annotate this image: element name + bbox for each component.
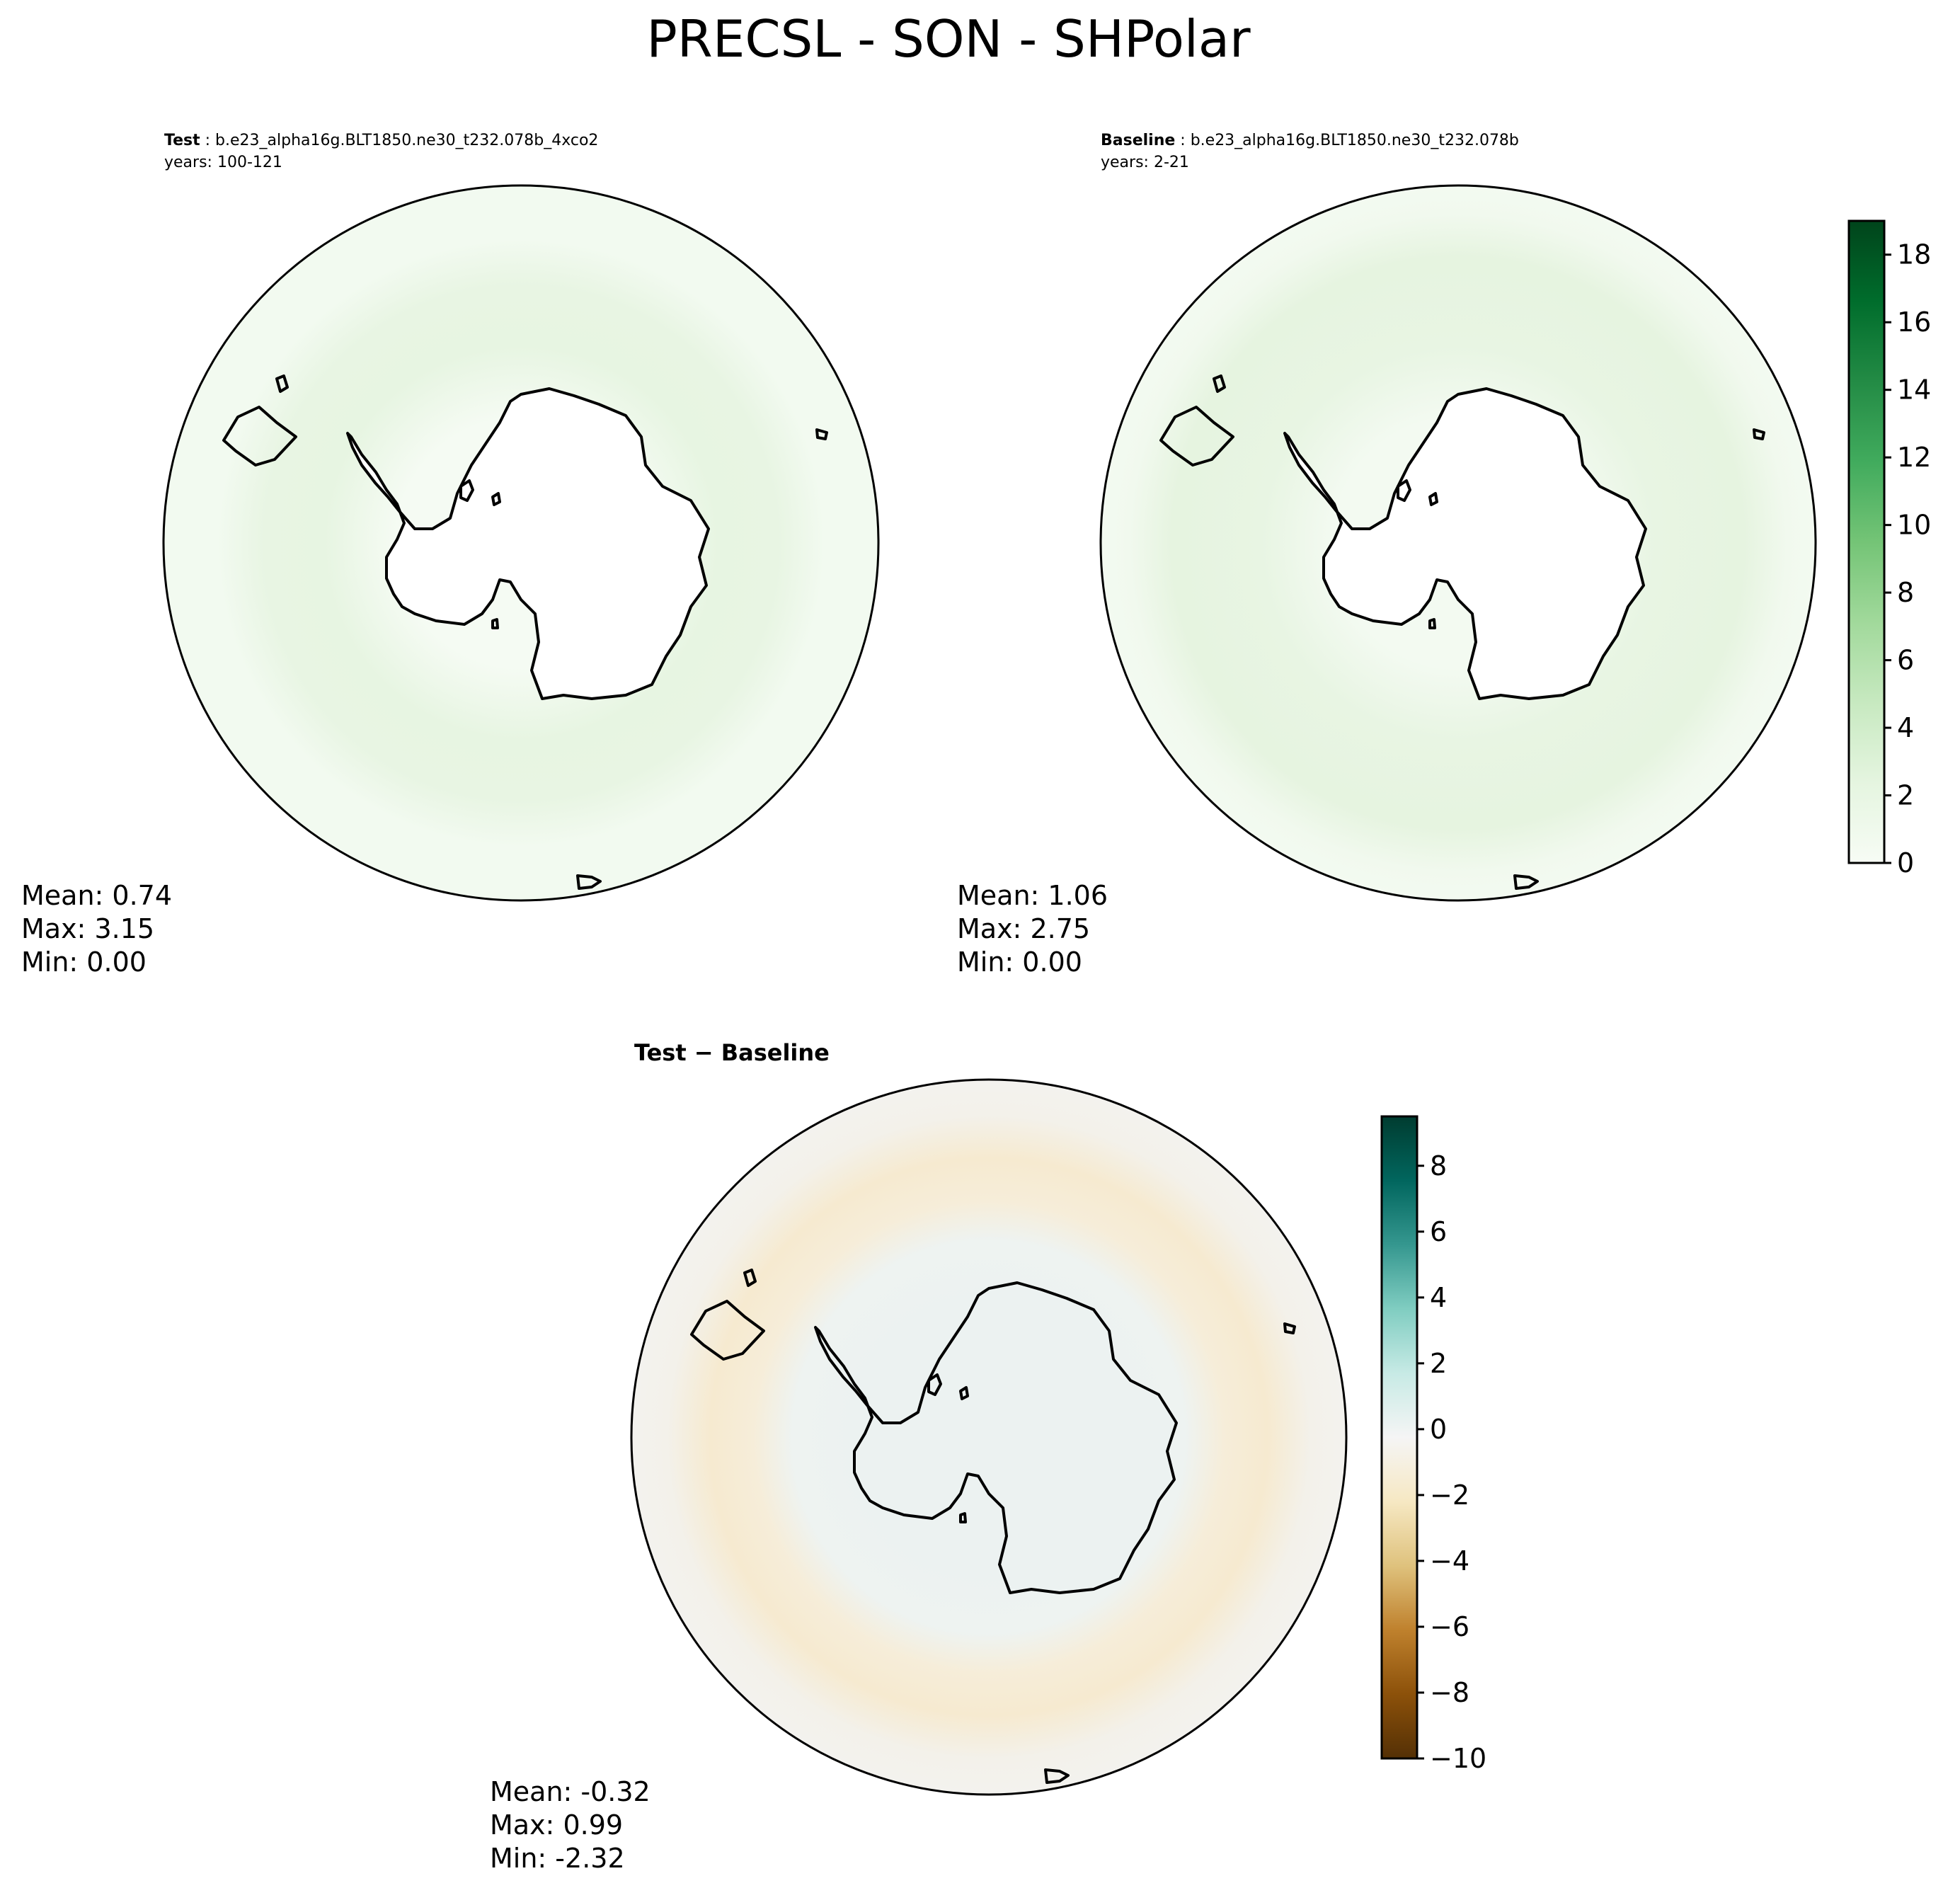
- panel-diff-mean: Mean: -0.32: [490, 1776, 651, 1807]
- colorbar-difference-tick-label: 0: [1430, 1414, 1447, 1445]
- panel-test-label: Test : b.e23_alpha16g.BLT1850.ne30_t232.…: [164, 132, 598, 149]
- panel-baseline-label-bold: Baseline: [1101, 132, 1175, 149]
- colorbar-absolute-tick-label: 8: [1897, 577, 1914, 608]
- panel-test-max: Max: 3.15: [21, 913, 154, 944]
- panel-test-mean: Mean: 0.74: [21, 880, 172, 911]
- panel-baseline-min: Min: 0.00: [957, 946, 1082, 978]
- map-diff-boundary: [630, 1078, 1348, 1796]
- colorbar-difference-tick-label: −6: [1430, 1611, 1469, 1642]
- colorbar-absolute-tick-label: 2: [1897, 780, 1914, 811]
- panel-test-label-bold: Test: [164, 132, 200, 149]
- panel-baseline-mean: Mean: 1.06: [957, 880, 1108, 911]
- map-test: [162, 184, 880, 902]
- panel-test: Test : b.e23_alpha16g.BLT1850.ne30_t232.…: [21, 132, 880, 978]
- colorbar-absolute-tick-label: 12: [1897, 442, 1931, 473]
- panel-diff-min: Min: -2.32: [490, 1843, 625, 1874]
- colorbar-difference-tick-label: 6: [1430, 1216, 1447, 1247]
- panel-diff: Test − Baseline Mean: -0.32 Max: 0.99 Mi…: [490, 1039, 1348, 1874]
- colorbar-difference-bar: [1380, 1115, 1419, 1760]
- colorbar-absolute-ticks: 0 2 4 6 8 10 12 14 16 18: [1884, 239, 1931, 879]
- colorbar-absolute-tick-label: 6: [1897, 645, 1914, 676]
- map-baseline-boundary: [1099, 184, 1817, 902]
- colorbar-difference: −10 −8 −6 −4 −2 0 2 4 6 8: [1380, 1115, 1486, 1774]
- colorbar-absolute-bar: [1847, 219, 1886, 864]
- colorbar-absolute-tick-label: 14: [1897, 374, 1931, 406]
- colorbar-difference-tick-label: 4: [1430, 1282, 1447, 1313]
- panel-test-years: years: 100-121: [164, 154, 282, 171]
- panel-baseline: Baseline : b.e23_alpha16g.BLT1850.ne30_t…: [957, 132, 1817, 978]
- colorbar-absolute-tick-label: 16: [1897, 307, 1931, 338]
- figure-title: PRECSL - SON - SHPolar: [646, 9, 1251, 69]
- colorbar-absolute-tick-label: 0: [1897, 847, 1914, 879]
- colorbar-absolute-tick-label: 4: [1897, 712, 1914, 743]
- colorbar-absolute: 0 2 4 6 8 10 12 14 16 18: [1847, 219, 1931, 879]
- panel-diff-max: Max: 0.99: [490, 1809, 623, 1841]
- colorbar-difference-tick-label: −10: [1430, 1743, 1486, 1774]
- colorbar-difference-tick-label: −4: [1430, 1545, 1469, 1577]
- colorbar-difference-tick-label: −2: [1430, 1480, 1469, 1511]
- panel-baseline-years: years: 2-21: [1101, 154, 1189, 171]
- colorbar-difference-tick-label: −8: [1430, 1677, 1469, 1708]
- map-test-boundary: [162, 184, 880, 902]
- panel-test-min: Min: 0.00: [21, 946, 147, 978]
- colorbar-difference-tick-label: 8: [1430, 1150, 1447, 1182]
- map-baseline: [1099, 184, 1817, 902]
- panel-diff-label: Test − Baseline: [634, 1039, 830, 1066]
- colorbar-absolute-tick-label: 18: [1897, 239, 1931, 270]
- panel-baseline-max: Max: 2.75: [957, 913, 1090, 944]
- map-diff: [630, 1078, 1348, 1796]
- panel-test-label-case: : b.e23_alpha16g.BLT1850.ne30_t232.078b_…: [200, 132, 599, 149]
- panel-baseline-label-case: : b.e23_alpha16g.BLT1850.ne30_t232.078b: [1175, 132, 1519, 149]
- colorbar-difference-ticks: −10 −8 −6 −4 −2 0 2 4 6 8: [1417, 1150, 1486, 1774]
- colorbar-difference-tick-label: 2: [1430, 1348, 1447, 1379]
- panel-baseline-label: Baseline : b.e23_alpha16g.BLT1850.ne30_t…: [1101, 132, 1519, 149]
- colorbar-absolute-tick-label: 10: [1897, 510, 1931, 541]
